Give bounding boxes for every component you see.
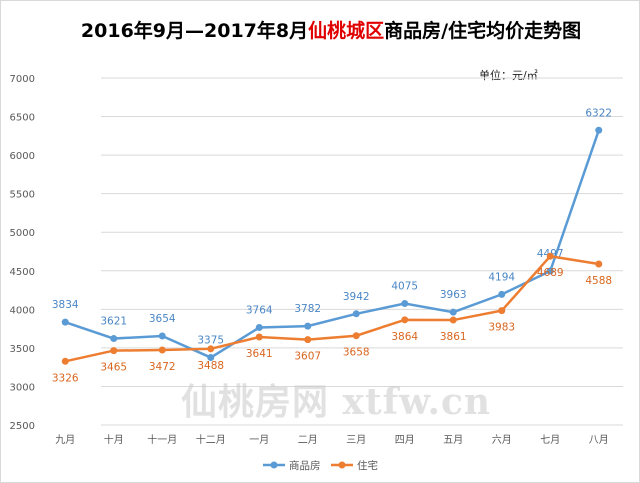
data-label: 3607: [294, 351, 321, 363]
data-label: 3465: [100, 362, 127, 374]
x-tick-label: 五月: [443, 434, 463, 446]
y-tick-label: 7000: [10, 74, 35, 85]
y-tick-label: 4500: [10, 267, 35, 278]
data-point: [255, 324, 263, 332]
data-point: [546, 267, 554, 275]
x-tick-label: 二月: [298, 434, 318, 446]
series-line-商品房: [64, 129, 600, 359]
data-point: [401, 300, 409, 308]
data-label: 3782: [294, 303, 321, 315]
data-point: [207, 345, 215, 353]
data-label: 4588: [585, 275, 612, 287]
data-point: [158, 346, 166, 354]
data-point: [158, 332, 166, 340]
data-label: 6322: [585, 107, 612, 119]
y-tick-label: 5500: [10, 190, 35, 201]
data-point: [595, 260, 603, 268]
data-point: [595, 126, 603, 134]
data-label: 3621: [100, 316, 127, 328]
data-point: [498, 290, 506, 298]
x-tick-label: 一月: [249, 434, 269, 446]
series-line-住宅: [64, 254, 599, 363]
data-label: 3963: [440, 289, 467, 301]
data-label: 4689: [537, 267, 564, 279]
data-label: 3641: [246, 348, 273, 360]
x-tick-label: 九月: [55, 434, 75, 446]
data-point: [61, 318, 69, 326]
data-label: 3942: [343, 291, 370, 303]
data-point: [498, 307, 506, 315]
watermark: 仙桃房网 xtfw.cn: [181, 381, 492, 423]
title-part: 商品房/住宅均价走势图: [384, 20, 582, 42]
y-tick-label: 6000: [10, 151, 35, 162]
legend-marker: [338, 461, 346, 469]
data-label: 3488: [197, 360, 224, 372]
data-label: 3658: [343, 347, 370, 359]
legend-marker: [270, 461, 278, 469]
y-tick-label: 6500: [10, 113, 35, 124]
y-tick-label: 3500: [10, 344, 35, 355]
data-point: [449, 308, 457, 316]
data-point: [110, 335, 118, 343]
unit-label: 单位：元/㎡: [479, 69, 538, 82]
data-label: 4194: [488, 271, 515, 283]
x-tick-label: 四月: [395, 434, 415, 446]
data-point: [110, 347, 118, 355]
x-tick-label: 六月: [492, 434, 512, 446]
data-point: [61, 357, 69, 365]
data-label: 3864: [391, 331, 418, 343]
legend-label: 商品房: [289, 459, 321, 472]
x-tick-label: 八月: [589, 434, 609, 446]
data-label: 3472: [149, 361, 176, 373]
x-tick-label: 十月: [104, 433, 124, 446]
chart-title: 2016年9月—2017年8月仙桃城区商品房/住宅均价走势图: [61, 19, 601, 43]
data-label: 3834: [52, 299, 79, 311]
x-tick-label: 七月: [540, 434, 560, 446]
x-tick-label: 三月: [346, 434, 366, 446]
data-point: [401, 316, 409, 324]
data-label: 3654: [149, 313, 176, 325]
data-label: 3861: [440, 331, 467, 343]
data-point: [304, 336, 312, 344]
data-point: [449, 316, 457, 324]
x-tick-label: 十一月: [147, 433, 177, 446]
data-label: 3326: [52, 372, 79, 384]
title-part: 2016年9月—2017年8月: [80, 20, 309, 42]
y-tick-label: 3000: [10, 382, 35, 393]
data-label: 3983: [488, 322, 515, 334]
data-label: 4075: [391, 281, 418, 293]
data-point: [304, 322, 312, 330]
data-point: [207, 354, 215, 362]
title-highlight: 仙桃城区: [308, 20, 385, 42]
data-label: 3764: [246, 305, 273, 317]
y-tick-label: 4000: [10, 305, 35, 316]
legend-label: 住宅: [357, 459, 378, 472]
x-tick-label: 十二月: [196, 433, 226, 446]
data-point: [546, 252, 554, 260]
data-label: 3375: [197, 335, 224, 347]
y-tick-label: 2500: [10, 421, 35, 432]
data-point: [255, 333, 263, 341]
data-point: [352, 332, 360, 340]
data-point: [352, 310, 360, 318]
y-tick-label: 5000: [10, 228, 35, 239]
